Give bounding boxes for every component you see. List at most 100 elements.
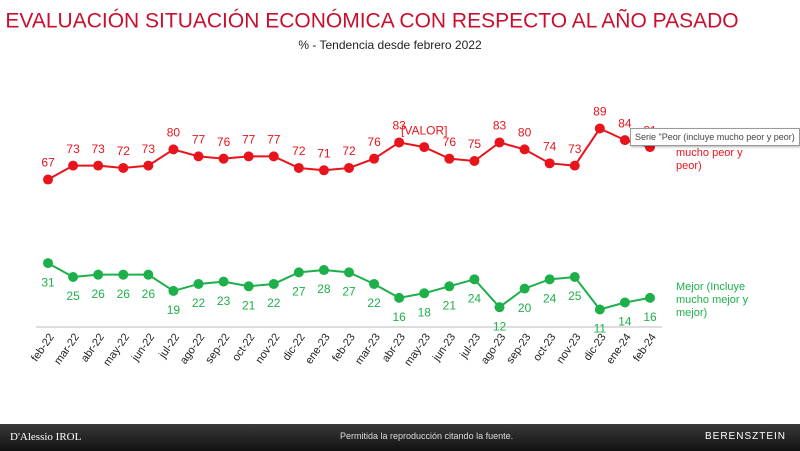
data-label: 22	[192, 296, 206, 310]
x-tick-label: mar-23	[353, 332, 383, 367]
data-point	[419, 288, 430, 299]
data-point	[268, 278, 279, 289]
data-label: 24	[468, 291, 482, 305]
data-label: 22	[267, 296, 281, 310]
data-point	[444, 153, 455, 164]
data-label: 77	[242, 133, 256, 147]
data-point	[43, 258, 53, 269]
data-label: [VALOR]	[401, 123, 447, 137]
data-label: 25	[66, 289, 80, 303]
footer-logo: D'Alessio IROL	[10, 431, 82, 443]
data-point	[569, 272, 580, 282]
data-label: 26	[142, 287, 156, 301]
data-label: 83	[392, 119, 406, 133]
data-point	[369, 153, 380, 164]
x-tick-label: jul-23	[457, 332, 483, 362]
data-point	[293, 267, 304, 278]
tooltip: Serie "Peor (incluye mucho peor y peor)	[630, 128, 800, 146]
data-label: 77	[192, 133, 206, 147]
footer-brand: BERENSZTEIN	[705, 431, 787, 442]
data-point	[218, 153, 229, 164]
data-label: 84	[618, 116, 632, 130]
x-tick-label: jun-22	[129, 332, 157, 365]
chart-subtitle: % - Tendencia desde febrero 2022	[298, 38, 482, 52]
x-tick-label: mar-22	[52, 332, 82, 367]
data-label: 72	[292, 144, 306, 158]
data-point	[293, 162, 304, 173]
data-point	[594, 123, 605, 134]
data-point	[43, 174, 53, 185]
data-point	[394, 292, 405, 303]
data-label: 27	[292, 285, 306, 299]
footer: D'Alessio IROL Permitida la reproducción…	[0, 424, 800, 451]
data-label: 21	[443, 298, 457, 312]
data-point	[168, 285, 179, 296]
data-point	[544, 158, 555, 169]
data-point	[344, 162, 354, 173]
data-label: 19	[167, 303, 181, 317]
data-label: 72	[342, 144, 356, 158]
data-label: 67	[41, 156, 55, 170]
data-point	[68, 272, 79, 282]
data-point	[619, 297, 630, 308]
data-label: 11	[594, 322, 607, 336]
data-label: 28	[317, 282, 331, 296]
data-label: 12	[493, 319, 507, 333]
data-point	[619, 135, 630, 146]
data-point	[193, 151, 204, 162]
data-label: 23	[217, 294, 231, 308]
x-tick-label: sep-23	[504, 332, 533, 366]
data-point	[318, 265, 329, 276]
data-point	[243, 151, 254, 162]
data-point	[268, 151, 279, 162]
data-point	[243, 281, 254, 292]
data-label: 76	[367, 135, 381, 149]
data-label: 20	[518, 301, 532, 315]
data-label: 16	[392, 310, 406, 324]
data-point	[118, 162, 129, 173]
data-point	[93, 160, 104, 171]
data-label: 75	[468, 137, 482, 151]
data-label: 26	[91, 287, 105, 301]
data-point	[469, 274, 480, 285]
chart: EVALUACIÓN SITUACIÓN ECONÓMICA CON RESPE…	[5, 9, 738, 369]
data-point	[318, 165, 329, 176]
data-label: 76	[217, 135, 231, 149]
data-label: 24	[543, 291, 557, 305]
data-point	[118, 269, 129, 280]
data-point	[645, 292, 655, 303]
footer-note: Permitida la reproducción citando la fue…	[340, 431, 514, 441]
data-point	[193, 278, 204, 289]
x-tick-label: ago-22	[178, 332, 207, 367]
data-point	[394, 137, 405, 148]
data-point	[344, 267, 354, 278]
data-label: 73	[66, 142, 80, 156]
data-point	[168, 144, 179, 155]
data-label: 73	[91, 142, 105, 156]
data-point	[519, 283, 530, 294]
chart-title: EVALUACIÓN SITUACIÓN ECONÓMICA CON RESPE…	[5, 9, 738, 33]
data-label: 74	[543, 139, 557, 153]
data-point	[68, 160, 79, 171]
data-label: 83	[493, 119, 507, 133]
x-tick-label: jul-22	[156, 332, 182, 362]
data-point	[93, 269, 104, 280]
data-label: 80	[518, 126, 532, 140]
data-point	[143, 269, 154, 280]
data-label: 31	[41, 275, 55, 289]
data-point	[544, 274, 555, 285]
data-point	[469, 156, 480, 166]
data-label: 73	[142, 142, 156, 156]
data-point	[444, 281, 455, 292]
data-label: 72	[117, 144, 131, 158]
data-label: 89	[593, 105, 607, 119]
data-point	[594, 304, 605, 315]
x-tick-label: ago-23	[479, 332, 508, 367]
data-label: 21	[242, 298, 256, 312]
x-tick-label: ene-24	[604, 332, 633, 367]
data-label: 77	[267, 133, 281, 147]
data-label: 80	[167, 126, 181, 140]
x-tick-label: sep-22	[203, 332, 232, 366]
data-label: 26	[117, 287, 131, 301]
